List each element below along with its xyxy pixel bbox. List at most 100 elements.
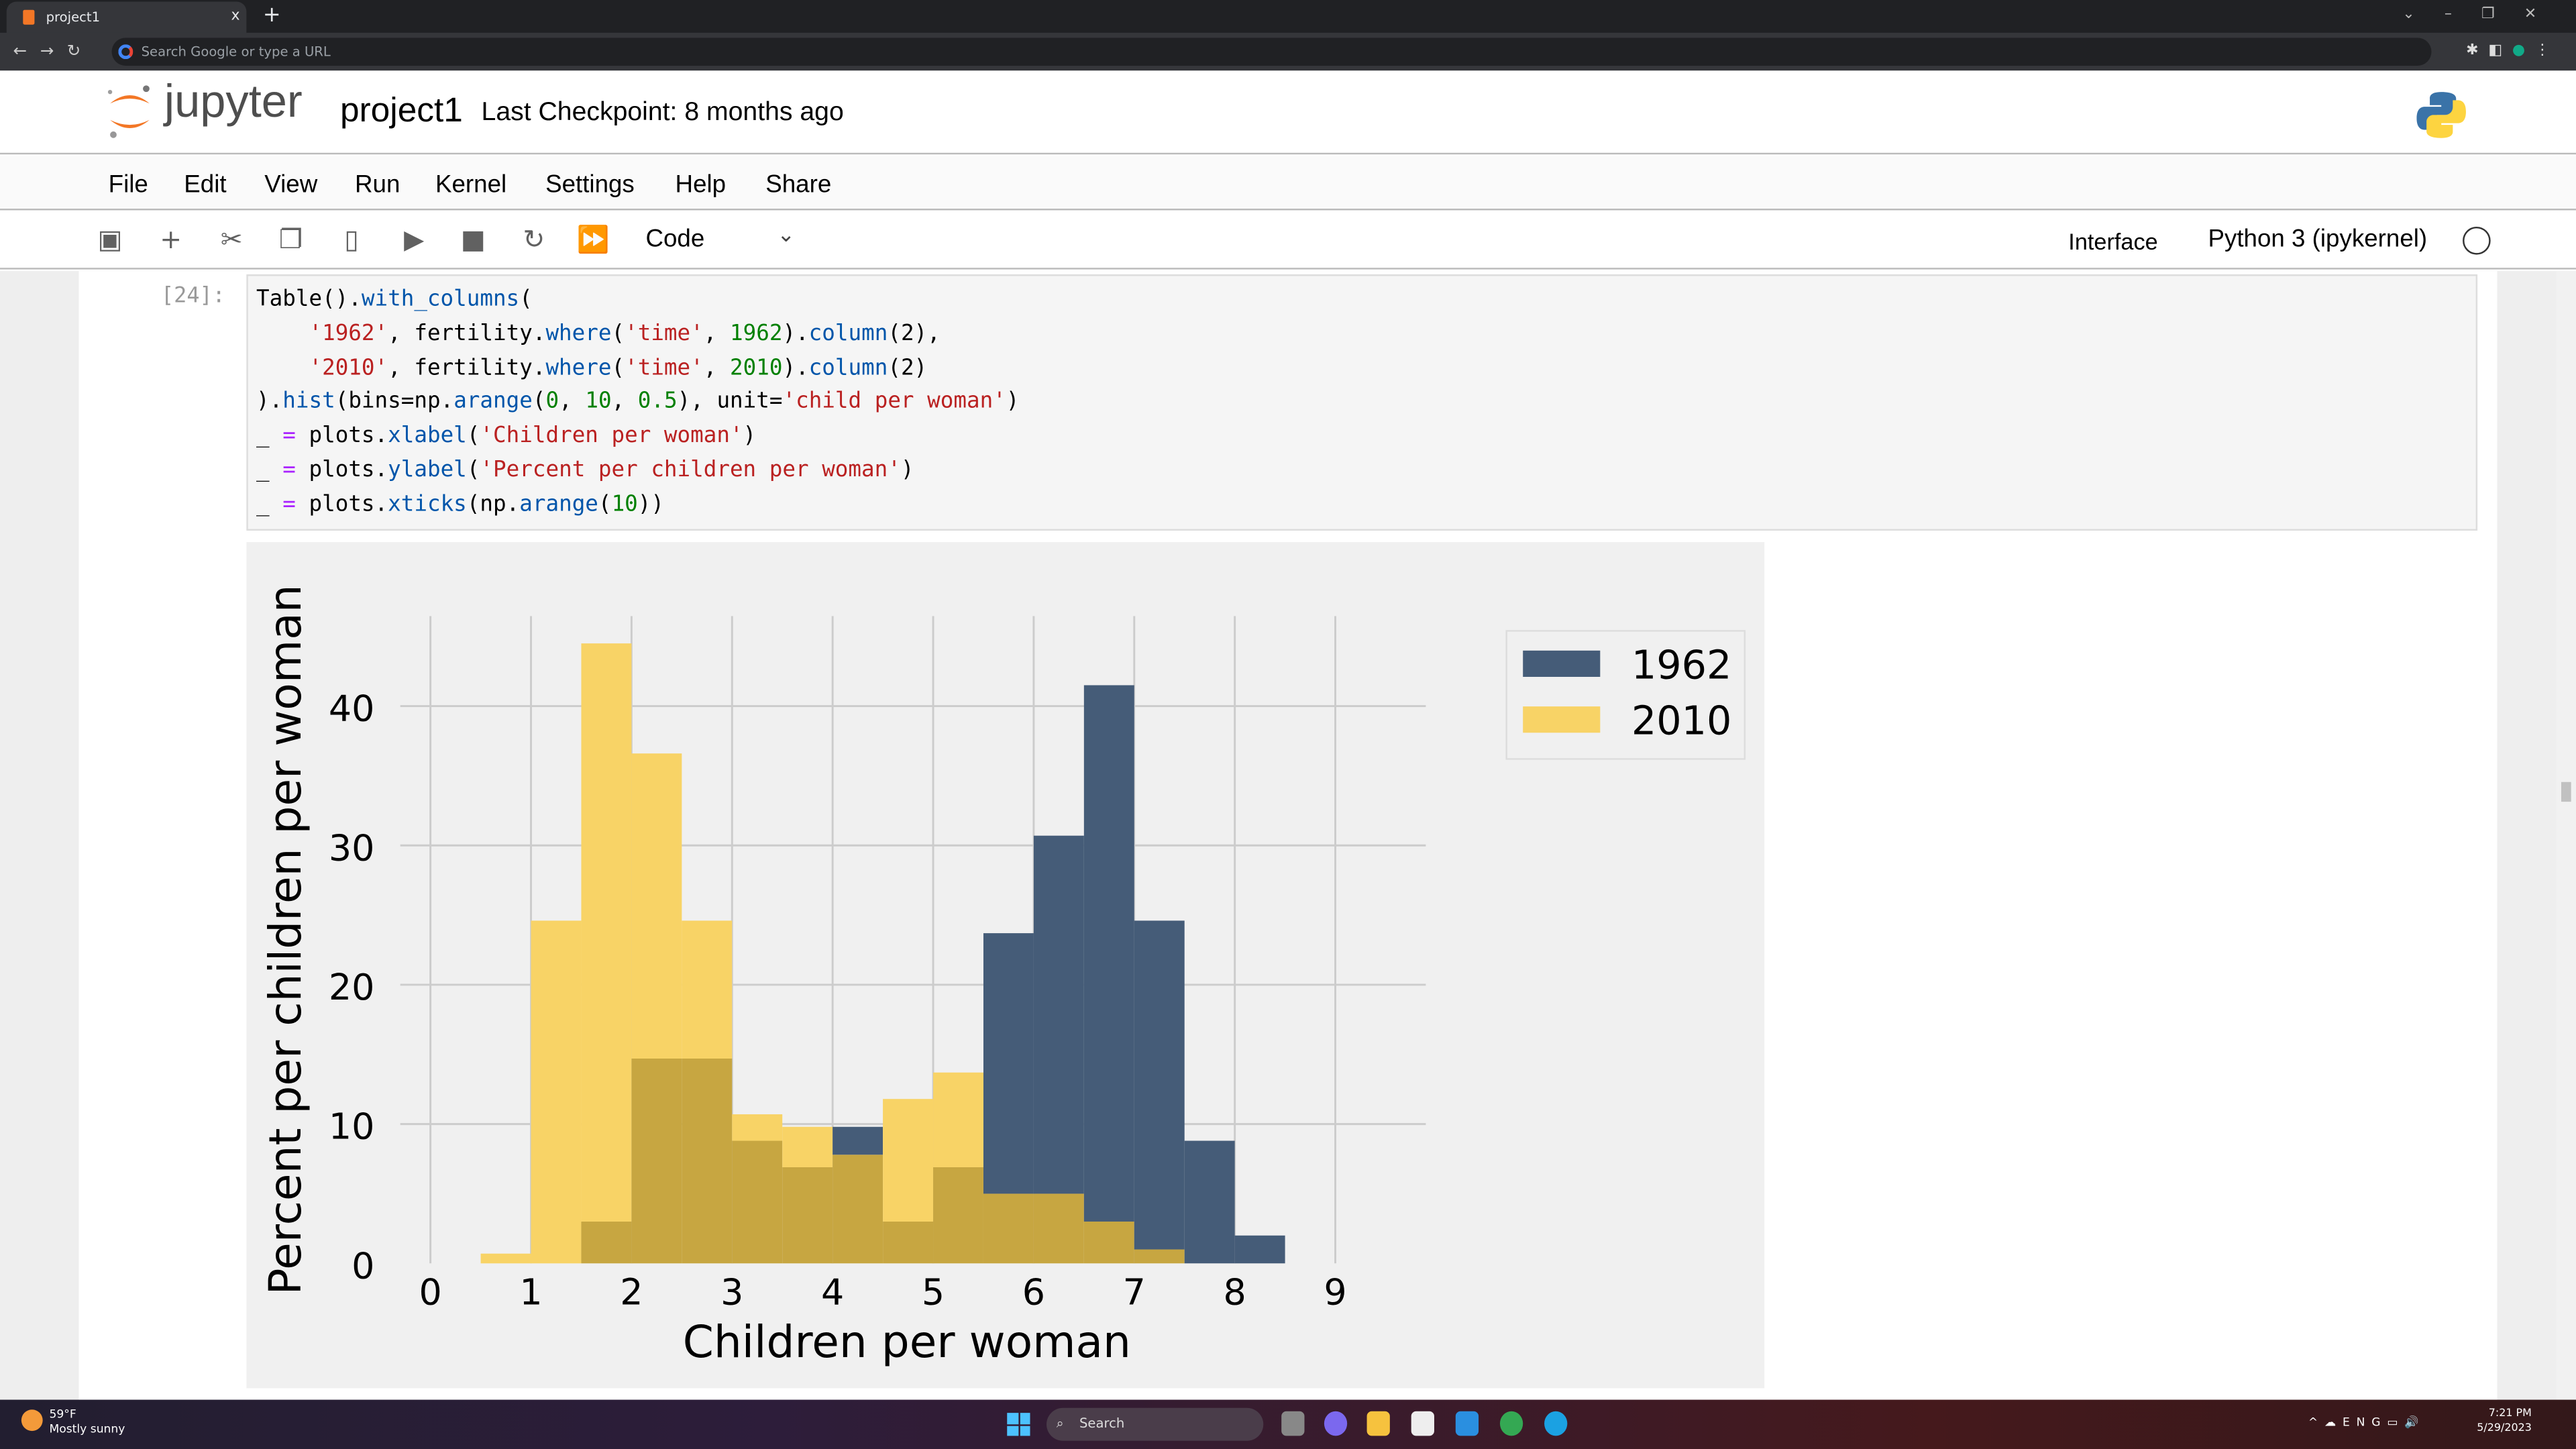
code-token: 'time'	[625, 321, 704, 347]
nav-buttons[interactable]: ←→↻	[13, 33, 94, 70]
interface-switcher[interactable]: Interface	[2068, 228, 2158, 255]
cell-output: 0 1 2 3 4 5 6 7 8 9 0 10 20 30 40 Children per woman Per…	[246, 542, 1765, 1389]
code-token: (	[532, 390, 546, 415]
windows-start-icon[interactable]	[1007, 1413, 1030, 1436]
code-token: where	[545, 356, 612, 381]
weather-temp: 59°F	[49, 1407, 76, 1421]
taskbar-search-label: Search	[1079, 1416, 1125, 1432]
code-token: hist	[282, 390, 335, 415]
new-tab-button[interactable]: +	[262, 3, 281, 28]
extensions-area[interactable]: ✱◧●⋮	[2466, 33, 2559, 70]
menu-view[interactable]: View	[264, 170, 318, 199]
cut-icon[interactable]: ✂	[220, 223, 243, 255]
cell-type-select[interactable]: Code	[645, 225, 705, 254]
code-token: (bins=np.	[335, 390, 454, 415]
code-token: 'child per woman'	[782, 390, 1006, 415]
code-token: , fertility.	[388, 321, 546, 347]
network-icon[interactable]: ▭	[2387, 1416, 2405, 1430]
code-token: =	[282, 424, 296, 449]
add-cell-icon[interactable]: +	[160, 223, 182, 255]
histogram-bar-overlap	[581, 1221, 632, 1264]
menu-share[interactable]: Share	[765, 170, 832, 199]
code-token: xlabel	[388, 424, 467, 449]
forward-icon[interactable]: →	[40, 42, 67, 61]
browser-tab[interactable]: project1 x	[6, 1, 247, 33]
profile-avatar[interactable]: ●	[2512, 42, 2535, 60]
menu-settings[interactable]: Settings	[545, 170, 635, 199]
sidepanel-icon[interactable]: ◧	[2488, 42, 2512, 60]
menu-file[interactable]: File	[108, 170, 148, 199]
copy-icon[interactable]: ❐	[278, 223, 303, 255]
weather-icon[interactable]	[21, 1409, 43, 1432]
save-icon[interactable]: ▣	[97, 223, 123, 255]
chevron-down-icon[interactable]: ⌄	[777, 223, 796, 248]
cell-prompt: [24]:	[161, 284, 225, 309]
code-token: column	[808, 356, 888, 381]
omnibox[interactable]: Search Google or type a URL	[111, 38, 2432, 66]
google-icon	[118, 44, 133, 60]
histogram-bar-overlap	[782, 1167, 833, 1264]
histogram-bar-2010	[631, 753, 682, 1059]
code-token: ,	[703, 321, 731, 347]
x-tick-label: 8	[1224, 1271, 1246, 1313]
scrollbar-thumb[interactable]	[2561, 782, 2571, 802]
language-indicator[interactable]: ENG	[2342, 1416, 2387, 1430]
extensions-icon[interactable]: ✱	[2466, 42, 2489, 60]
run-all-icon[interactable]: ⏩	[576, 223, 610, 255]
window-controls[interactable]: ⌄–❐✕	[2402, 6, 2567, 23]
histogram-bar-1962	[1234, 1235, 1285, 1264]
chrome-icon[interactable]	[1499, 1411, 1523, 1436]
weather-widget[interactable]: 59°F Mostly sunny	[49, 1408, 125, 1438]
code-editor[interactable]: Table().with_columns( '1962', fertility.…	[246, 274, 2478, 531]
code-token: ylabel	[388, 458, 467, 483]
store-icon[interactable]	[1411, 1411, 1434, 1436]
weather-desc: Mostly sunny	[49, 1422, 125, 1436]
code-token: ).	[256, 390, 283, 415]
menu-edit[interactable]: Edit	[184, 170, 227, 199]
restart-icon[interactable]: ↻	[523, 223, 545, 255]
x-tick-label: 2	[620, 1271, 643, 1313]
browser-tab-bar	[0, 0, 2576, 33]
paste-icon[interactable]: ▯	[344, 223, 359, 255]
code-token: =	[282, 492, 296, 517]
vscode-icon[interactable]	[1455, 1411, 1479, 1436]
scrollbar[interactable]	[2556, 271, 2576, 1400]
chevron-up-icon[interactable]: ^	[2308, 1416, 2325, 1430]
menu-run[interactable]: Run	[354, 170, 400, 199]
code-token: plots.	[295, 492, 388, 517]
stop-icon[interactable]: ■	[460, 223, 486, 255]
histogram-bar-overlap	[1033, 1193, 1084, 1264]
histogram-bar-overlap	[732, 1140, 783, 1264]
code-token: _	[256, 492, 283, 517]
system-tray[interactable]: ^☁ENG▭🔊	[2308, 1416, 2426, 1430]
histogram-bar-2010	[581, 643, 632, 1222]
file-explorer-icon[interactable]	[1366, 1411, 1390, 1436]
close-tab-icon[interactable]: x	[231, 8, 240, 25]
code-line: _ = plots.xlabel('Children per woman')	[256, 421, 2467, 455]
task-view-icon[interactable]	[1281, 1411, 1305, 1436]
teams-icon[interactable]	[1324, 1411, 1348, 1436]
more-icon[interactable]: ⋮	[2534, 42, 2560, 60]
kernel-name[interactable]: Python 3 (ipykernel)	[2208, 225, 2428, 254]
python-logo-icon	[2416, 92, 2466, 138]
histogram-bar-1962	[1184, 1140, 1235, 1264]
histogram-bar-2010	[531, 920, 582, 1264]
volume-icon[interactable]: 🔊	[2404, 1416, 2426, 1430]
menu-kernel[interactable]: Kernel	[435, 170, 507, 199]
code-line: _ = plots.xticks(np.arange(10))	[256, 489, 2467, 523]
cloud-icon[interactable]: ☁	[2324, 1416, 2343, 1430]
code-token: '1962'	[309, 321, 388, 347]
clock[interactable]: 7:21 PM 5/29/2023	[2473, 1406, 2532, 1436]
taskbar-search[interactable]: ⌕ Search	[1046, 1407, 1264, 1441]
code-token: 'time'	[625, 356, 704, 381]
reload-icon[interactable]: ↻	[66, 42, 95, 61]
edge-icon[interactable]	[1544, 1411, 1568, 1436]
back-icon[interactable]: ←	[13, 42, 40, 61]
menu-help[interactable]: Help	[675, 170, 727, 199]
run-icon[interactable]: ▶	[404, 223, 425, 255]
code-token	[256, 322, 309, 347]
code-token: ,	[703, 356, 731, 381]
tab-title: project1	[46, 9, 101, 25]
code-token: ), unit=	[677, 390, 783, 415]
notebook-title[interactable]: project1	[339, 92, 463, 130]
